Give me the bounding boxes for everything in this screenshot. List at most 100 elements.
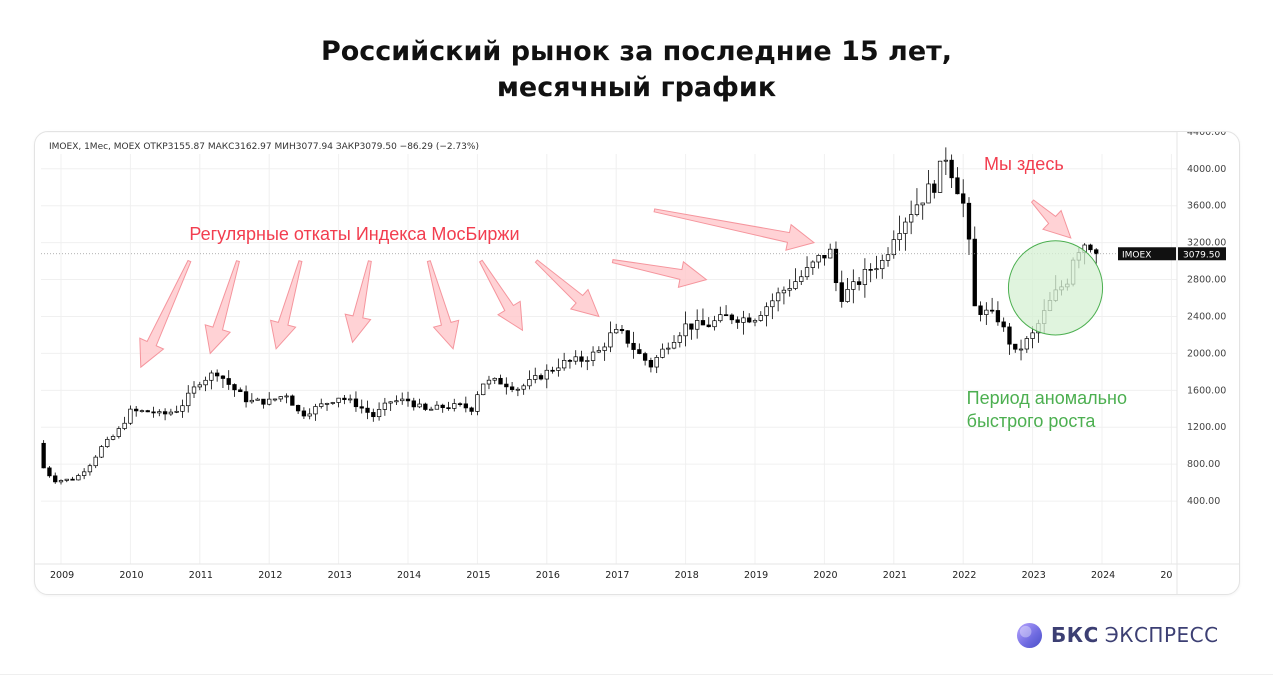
candle-up <box>197 384 202 388</box>
x-tick-label: 2014 <box>397 570 421 581</box>
candle-down <box>226 378 231 385</box>
x-tick-label: 2023 <box>1022 570 1046 581</box>
candle-down <box>648 359 654 368</box>
candle-up <box>157 411 162 414</box>
candle-down <box>550 369 555 372</box>
pullback-arrow <box>653 208 816 251</box>
y-tick-label: 800.00 <box>1187 459 1220 470</box>
candle-up <box>486 379 492 385</box>
pullback-arrow <box>204 260 241 355</box>
brand-name-light: ЭКСПРЕСС <box>1104 623 1219 647</box>
candle-down <box>1088 244 1093 251</box>
candle-down <box>301 410 307 417</box>
candle-down <box>47 467 52 477</box>
candle-down <box>509 386 515 390</box>
growth-period-circle <box>1007 240 1104 336</box>
candle-up <box>937 160 943 193</box>
candle-down <box>689 323 694 330</box>
pullback-arrow <box>1030 199 1072 239</box>
candle-down <box>706 324 711 328</box>
candle-up <box>874 268 879 271</box>
candle-down <box>868 268 873 271</box>
candle-down <box>220 375 226 379</box>
title-line-1: Российский рынок за последние 15 лет, <box>320 36 953 67</box>
candle-up <box>58 480 64 483</box>
candle-down <box>932 183 937 193</box>
candle-down <box>261 398 266 405</box>
candle-up <box>573 356 578 362</box>
candle-up <box>1024 338 1029 350</box>
x-tick-label: 2022 <box>952 570 976 581</box>
candle-up <box>741 317 746 323</box>
y-tick-label: 2400.00 <box>1187 311 1226 322</box>
ticker-tag-label: IMOEX <box>1122 250 1151 260</box>
candle-down <box>53 475 58 483</box>
candle-up <box>926 183 931 204</box>
candle-down <box>989 309 995 312</box>
candle-up <box>330 402 335 404</box>
candle-up <box>787 288 792 291</box>
candle-down <box>642 353 648 361</box>
pullback-arrow <box>344 260 372 344</box>
x-tick-label: 20 <box>1160 570 1172 581</box>
candle-down <box>411 400 416 408</box>
candle-down <box>735 319 740 323</box>
candle-up <box>388 401 393 404</box>
candle-down <box>215 372 220 377</box>
candle-up <box>614 329 619 334</box>
candle-up <box>775 292 781 302</box>
candle-up <box>139 410 145 412</box>
candle-down <box>457 403 463 405</box>
candle-down <box>949 159 954 179</box>
x-tick-label: 2013 <box>328 570 352 581</box>
candle-down <box>729 314 735 321</box>
brand-logo-block: БКС ЭКСПРЕСС <box>1016 620 1219 650</box>
candle-up <box>671 342 677 349</box>
candle-down <box>41 442 46 469</box>
y-tick-label: 3200.00 <box>1187 238 1226 249</box>
candle-up <box>93 456 98 467</box>
candle-up <box>943 159 948 162</box>
candle-up <box>816 255 821 263</box>
candle-up <box>434 404 440 410</box>
candle-up <box>255 398 260 401</box>
pullbacks-annotation: Регулярные откаты Индекса МосБиржи <box>189 224 519 244</box>
candle-down <box>538 375 544 380</box>
candle-down <box>151 411 156 414</box>
candle-up <box>561 360 567 369</box>
candle-down <box>243 391 249 403</box>
x-tick-label: 2020 <box>813 570 837 581</box>
pullback-arrow <box>534 259 600 318</box>
candle-down <box>162 411 168 415</box>
candle-up <box>683 323 688 337</box>
candle-up <box>348 398 353 401</box>
candle-down <box>955 177 960 195</box>
candle-down <box>625 330 630 344</box>
candle-up <box>695 320 700 330</box>
candle-up <box>272 398 278 401</box>
candle-up <box>209 372 214 381</box>
candle-up <box>267 398 272 405</box>
candle-down <box>567 360 573 362</box>
pullback-arrow <box>269 260 303 350</box>
candle-up <box>851 281 856 290</box>
candle-down <box>290 395 295 406</box>
y-tick-label: 2800.00 <box>1187 275 1226 286</box>
candle-down <box>856 281 862 285</box>
candle-down <box>423 403 428 410</box>
candle-up <box>654 357 659 368</box>
candle-up <box>116 428 121 437</box>
candle-down <box>822 255 827 259</box>
candle-down <box>70 478 75 481</box>
candle-up <box>891 239 896 256</box>
candle-down <box>359 406 364 409</box>
candle-down <box>995 310 1001 323</box>
candle-down <box>134 408 139 412</box>
candle-up <box>914 204 920 215</box>
candle-up <box>677 335 682 343</box>
candlestick-chart: 400.00 800.00 1200.00 1600.00 2000.00 2400.00… <box>35 132 1239 594</box>
candle-up <box>897 233 902 240</box>
candle-up <box>417 403 422 408</box>
candle-up <box>452 403 457 409</box>
pullback-arrow <box>478 259 524 332</box>
